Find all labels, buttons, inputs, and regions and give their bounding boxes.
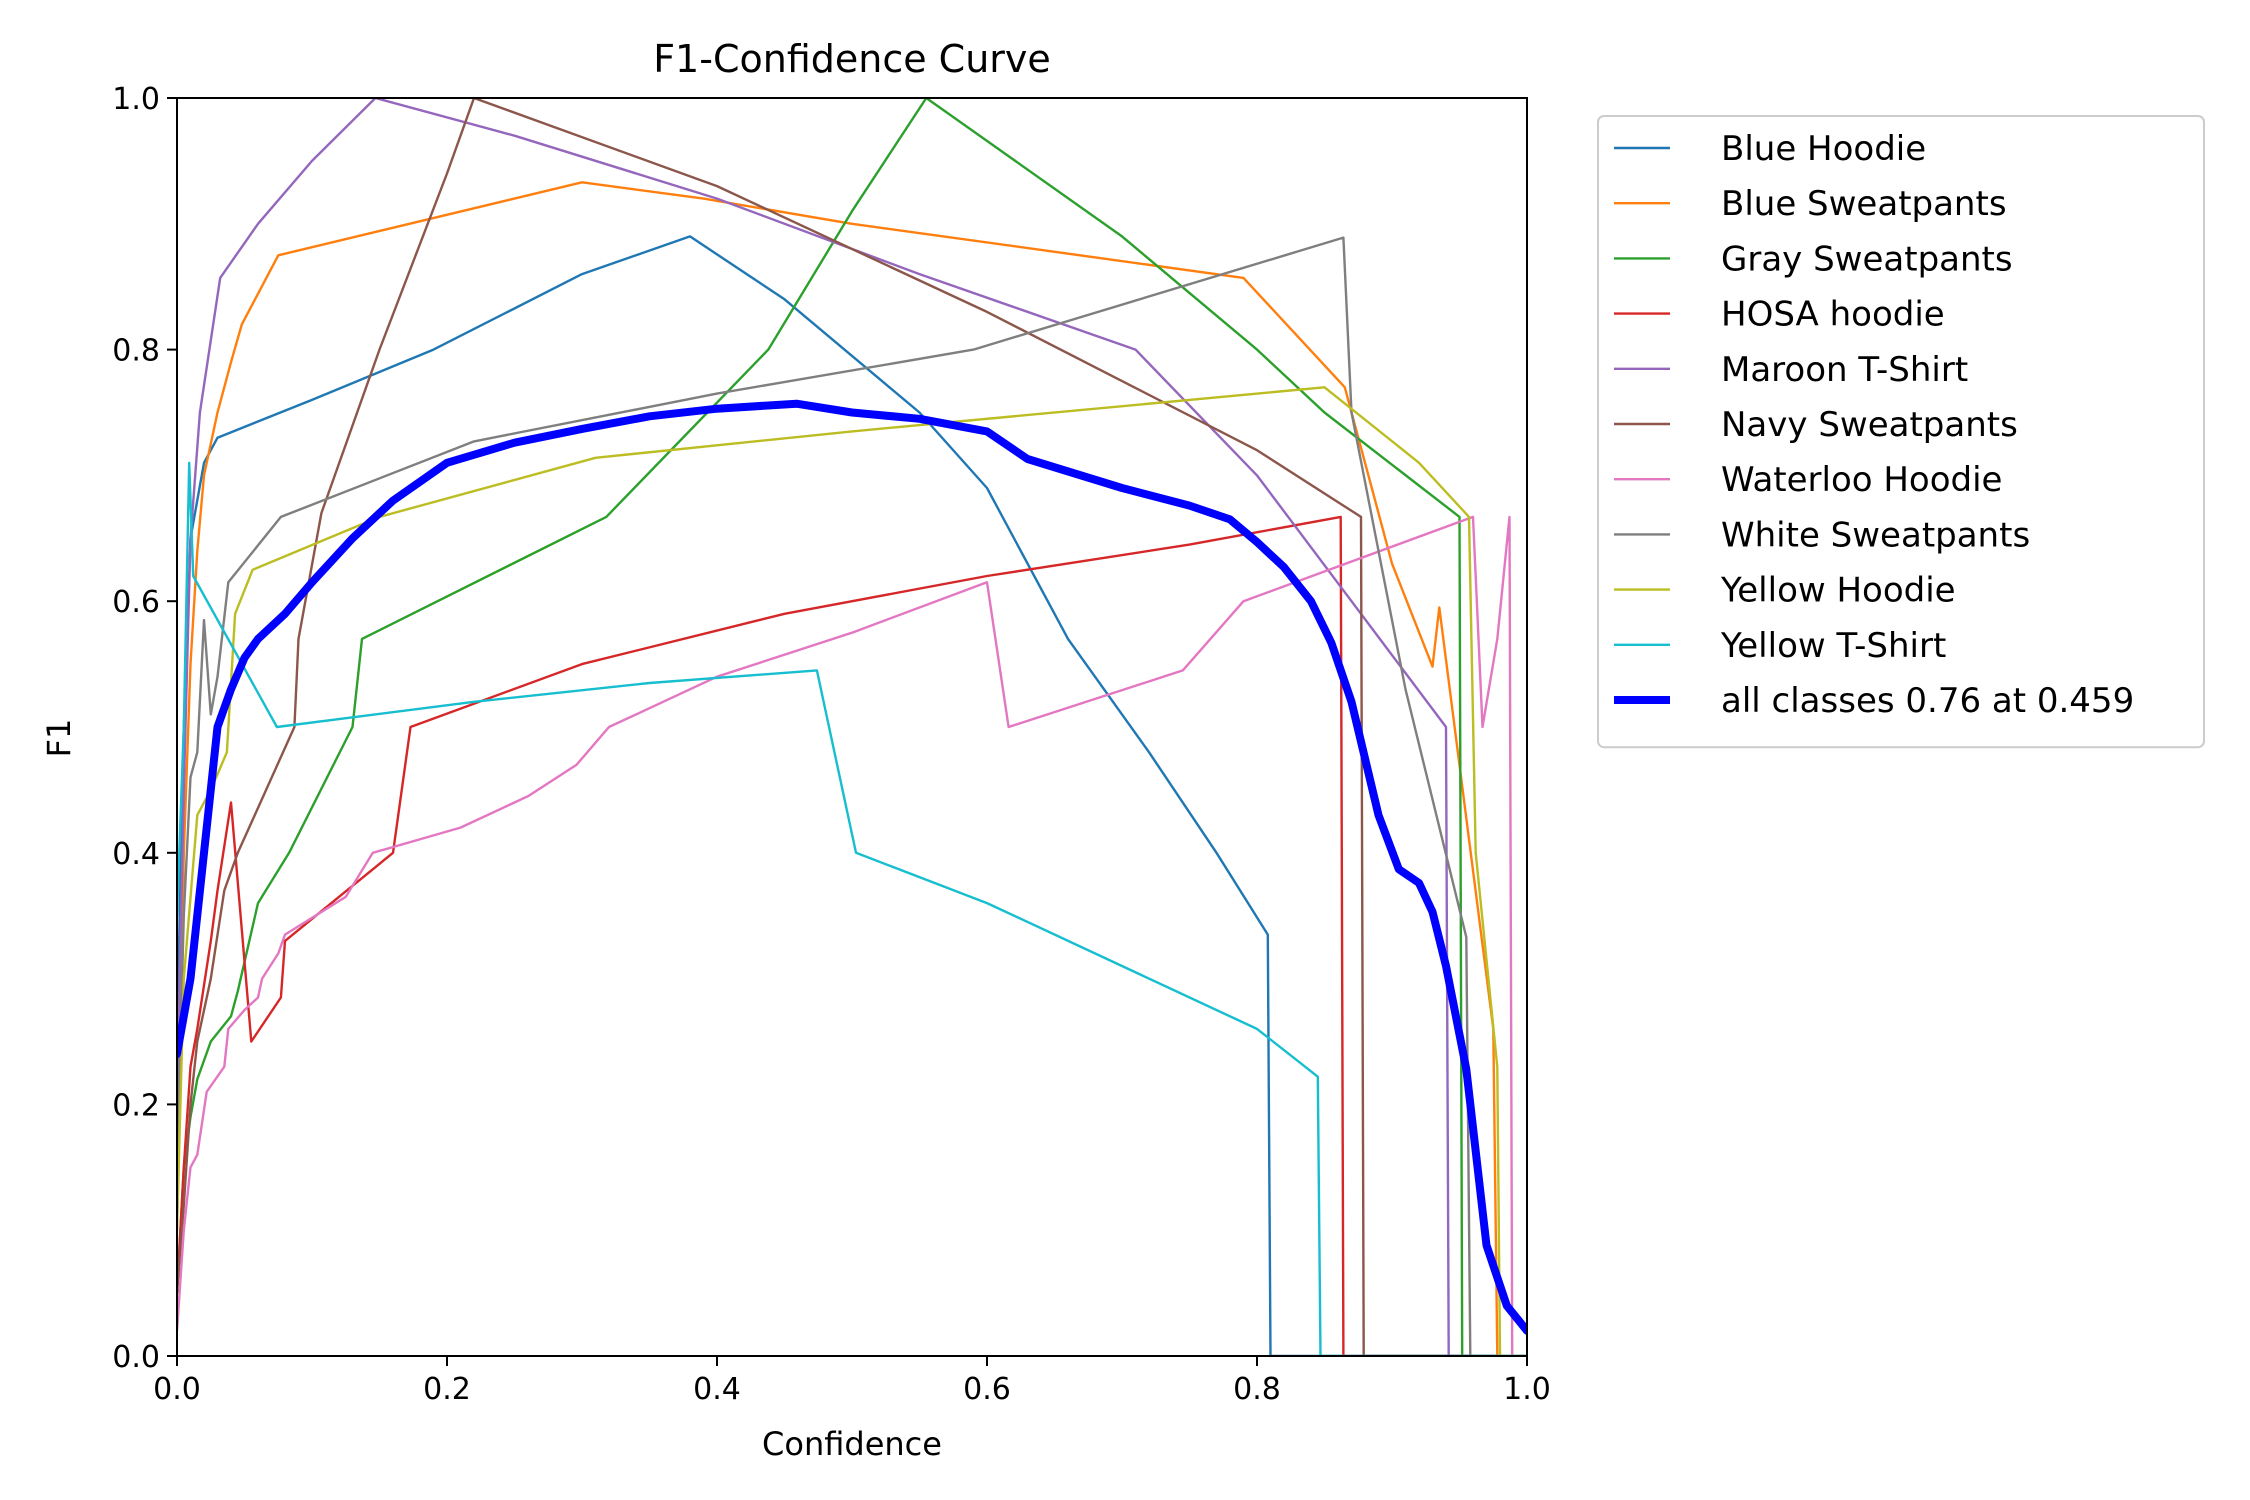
y-tick-label: 0.0 <box>112 1340 160 1375</box>
series-line-hosa-hoodie <box>177 515 1527 1356</box>
legend-label-all-classes-0-76-at-0-459: all classes 0.76 at 0.459 <box>1721 681 2134 721</box>
y-tick-label: 0.4 <box>112 837 160 872</box>
plot-frame <box>176 97 1528 1357</box>
series-line-waterloo-hoodie <box>177 515 1527 1356</box>
x-tick-label: 0.4 <box>693 1372 741 1407</box>
plot-area <box>177 98 1527 1356</box>
y-tick-label: 0.2 <box>112 1088 160 1123</box>
legend-label-yellow-t-shirt: Yellow T-Shirt <box>1720 626 1946 666</box>
x-tick-label: 0.8 <box>1233 1372 1281 1407</box>
y-tick-label: 0.6 <box>112 585 160 620</box>
series-line-white-sweatpants <box>177 236 1527 1356</box>
series-line-yellow-t-shirt <box>177 461 1527 1356</box>
y-tick-label: 0.8 <box>112 334 160 369</box>
legend-box <box>1597 115 2205 749</box>
series-line-maroon-t-shirt <box>177 98 1527 1356</box>
chart-title: F1-Confidence Curve <box>653 37 1051 81</box>
legend-label-white-sweatpants: White Sweatpants <box>1721 515 2030 555</box>
legend-label-navy-sweatpants: Navy Sweatpants <box>1721 405 2018 445</box>
legend-label-gray-sweatpants: Gray Sweatpants <box>1721 239 2013 279</box>
legend-label-blue-sweatpants: Blue Sweatpants <box>1721 184 2007 224</box>
x-tick-label: 0.6 <box>963 1372 1011 1407</box>
legend-label-hosa-hoodie: HOSA hoodie <box>1721 295 1945 335</box>
series-line-navy-sweatpants <box>177 98 1527 1356</box>
legend-label-yellow-hoodie: Yellow Hoodie <box>1720 571 1956 611</box>
series-line-blue-hoodie <box>177 235 1527 1356</box>
series-line-gray-sweatpants <box>177 98 1527 1356</box>
legend: Blue Hoodie Blue Sweatpants Gray Sweatpant… <box>1597 115 2205 749</box>
series-line-all-classes-0-76-at-0-459 <box>177 399 1527 1335</box>
x-axis-label: Confidence <box>762 1425 942 1463</box>
legend-label-blue-hoodie: Blue Hoodie <box>1721 129 1926 169</box>
x-tick-label: 1.0 <box>1503 1372 1551 1407</box>
x-tick-label: 0.2 <box>423 1372 471 1407</box>
axes: 0.0 0.2 0.4 0.6 0.8 1.0 0.0 0.2 0.4 0.6 0.8 1.0 <box>112 82 1551 1407</box>
x-tick-label: 0.0 <box>153 1372 201 1407</box>
series-line-blue-sweatpants <box>177 181 1527 1356</box>
y-tick-label: 1.0 <box>112 82 160 117</box>
legend-label-maroon-t-shirt: Maroon T-Shirt <box>1721 350 1968 390</box>
legend-label-waterloo-hoodie: Waterloo Hoodie <box>1721 460 2002 500</box>
series-lines <box>177 98 1527 1356</box>
y-axis-label: F1 <box>40 719 78 758</box>
